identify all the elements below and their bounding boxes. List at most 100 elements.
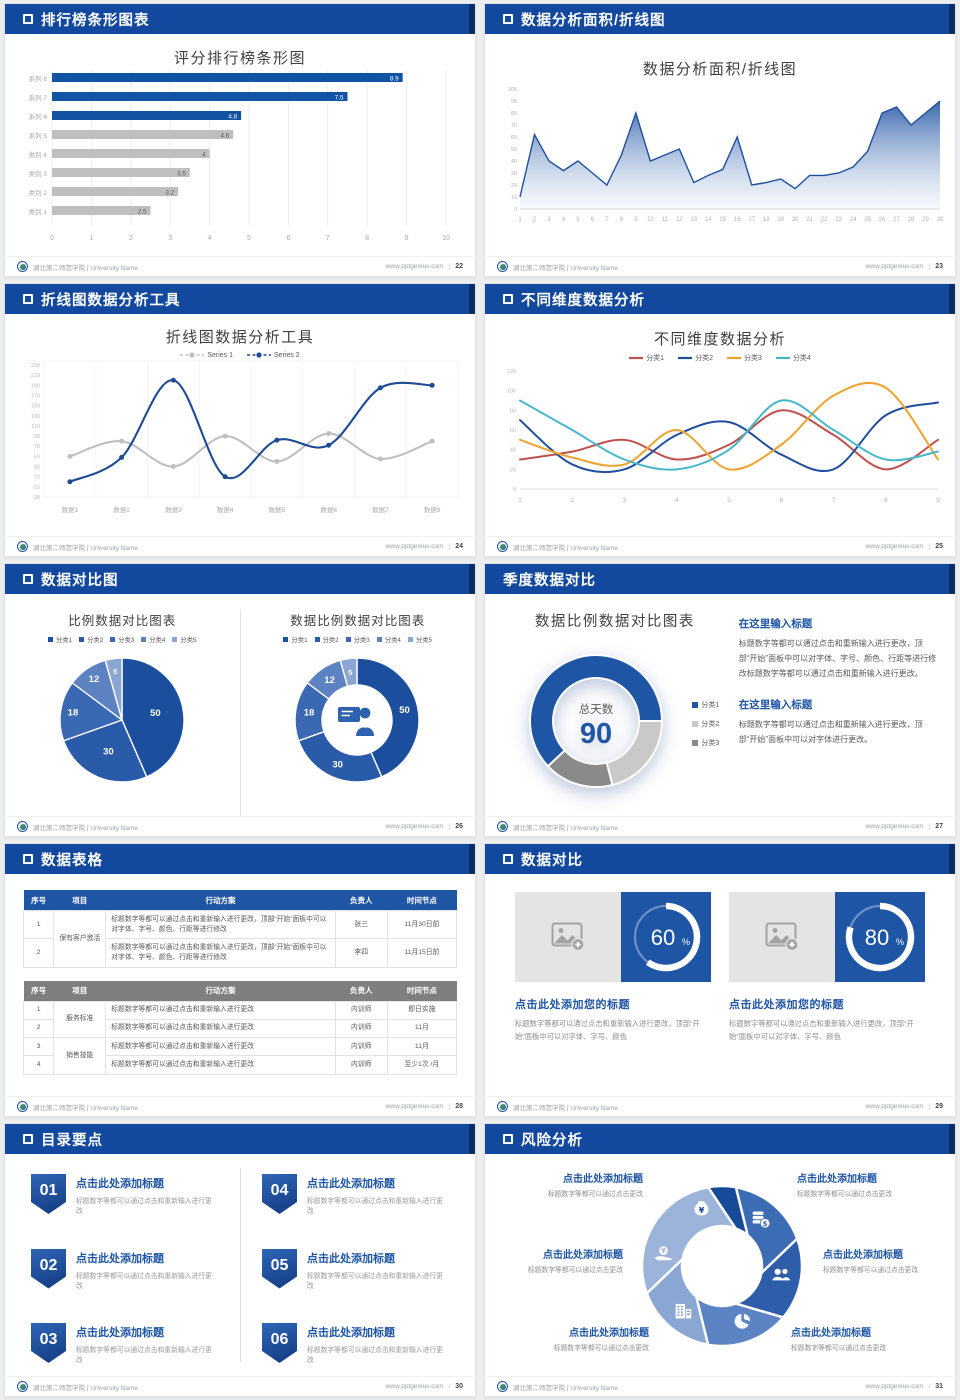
svg-text:190: 190 <box>31 383 40 389</box>
legend-item: 分类2 <box>314 635 339 644</box>
chart-title: 评分排行榜条形图 <box>173 50 306 67</box>
page-number: 27 <box>935 823 943 830</box>
footer-brand: 湖北第二师范学院 | University Name <box>513 264 618 272</box>
svg-text:数据1: 数据1 <box>62 505 79 514</box>
university-logo-icon <box>497 1101 508 1112</box>
svg-text:1: 1 <box>518 217 522 223</box>
two-series-line-svg: -30 -10 10 30 50 70 90 110 130 150 170 190 210 230 数据1… <box>31 360 459 514</box>
svg-text:29: 29 <box>922 217 929 223</box>
legend-marker-icon <box>110 637 116 642</box>
slide-footer: 湖北第二师范学院 | University Name www.pptgenius.… <box>485 536 955 556</box>
legend-item: Series 2 <box>247 351 300 359</box>
pinwheel-diagram-svg: ¥ $ ¥ <box>640 1184 804 1348</box>
chart-title: 数据比例数据对比图表 <box>534 614 695 630</box>
slide-header: 排行榜条形图表 <box>5 4 475 34</box>
add-image-icon <box>765 922 799 952</box>
svg-text:15: 15 <box>719 217 726 223</box>
svg-text:5: 5 <box>727 497 731 504</box>
svg-text:90: 90 <box>511 99 517 105</box>
footer-brand: 湖北第二师范学院 | University Name <box>513 544 618 552</box>
slide-header-title: 数据表格 <box>41 852 103 869</box>
table-row: 3 销售技能 标题数字等都可以通过点击和重新输入进行更改 内训师 11月 <box>22 1037 458 1075</box>
table-cell: 内训师 <box>334 1055 388 1075</box>
toc-item-body: 标题数字等都可以通过点击和重新输入进行更改 <box>307 1198 443 1215</box>
table-header-cell: 行动方案 <box>105 980 336 1002</box>
svg-text:22: 22 <box>821 217 828 223</box>
svg-text:14: 14 <box>705 217 712 223</box>
svg-text:18: 18 <box>67 708 78 719</box>
legend-item: 分类5 <box>172 635 197 644</box>
table-header-cell: 序号 <box>23 890 54 911</box>
svg-text:9: 9 <box>405 235 409 242</box>
progress-card: 80% 点击此处添加您的标题 标题数字等都可以通过点击和重新输入进行更改，顶部“开始… <box>729 892 925 1043</box>
slide-two-series-line-chart: 折线图数据分析工具 折线图数据分析工具 Series 1 Series 2 -30… <box>4 283 476 557</box>
table-cell: 李四 <box>334 938 388 968</box>
table-cell: 保有客户激活 <box>53 910 107 968</box>
svg-text:数据2: 数据2 <box>113 505 130 514</box>
legend-item: 分类3 <box>345 635 370 644</box>
svg-text:数据4: 数据4 <box>217 505 234 514</box>
chart-title: 数据比例数据对比图表 <box>290 614 426 628</box>
slide-area-line-chart: 数据分析面积/折线图 数据分析面积/折线图 0 10 20 30 40 50 60 70 80 9… <box>484 3 956 277</box>
table-header-cell: 负责人 <box>335 890 388 911</box>
slide-ranking-bar-chart: 排行榜条形图表 评分排行榜条形图 系列 8 8.9 系列 7 7.5 系列 6 4.8 系列… <box>4 3 476 277</box>
chart-title: 数据分析面积/折线图 <box>642 61 798 78</box>
risk-label: 点击此处添加标题 标题数字等都可以通过点击更改 <box>797 1170 949 1198</box>
svg-text:170: 170 <box>31 393 40 399</box>
risk-label-body: 标题数字等都可以通过点击更改 <box>791 1345 887 1352</box>
slide-header: 折线图数据分析工具 <box>5 284 475 314</box>
toc-item-body: 标题数字等都可以通过点击和重新输入进行更改 <box>76 1272 212 1290</box>
svg-text:数据7: 数据7 <box>372 505 389 514</box>
slide-footer: 湖北第二师范学院 | University Name www.pptgenius.… <box>5 536 475 556</box>
toc-number-badge: 03 <box>31 1323 66 1363</box>
toc-item[interactable]: 06 点击此处添加标题 标题数字等都可以通过点击和重新输入进行更改 <box>262 1323 449 1364</box>
svg-text:20: 20 <box>511 183 517 189</box>
legend-marker-icon <box>678 356 693 360</box>
svg-text:80: 80 <box>865 925 889 950</box>
card-body: 标题数字等都可以通过点击和重新输入进行更改，顶部“开始”面板中可以对字体、字号、… <box>515 1019 700 1042</box>
legend-item: 分类4 <box>775 353 811 363</box>
toc-item[interactable]: 05 点击此处添加标题 标题数字等都可以通过点击和重新输入进行更改 <box>262 1248 449 1290</box>
risk-diagram: ¥ $ ¥ 点击此处添加标题 标题数字等都可以通过点击更改 点击此处添加标题 标题数字等都可… <box>485 1154 955 1376</box>
table-header-cell: 时间节点 <box>387 890 457 911</box>
toc-item[interactable]: 04 点击此处添加标题 标题数字等都可以通过点击和重新输入进行更改 <box>262 1174 449 1215</box>
toc-item[interactable]: 02 点击此处添加标题 标题数字等都可以通过点击和重新输入进行更改 <box>31 1248 218 1290</box>
footer-site: www.pptgenius.com <box>865 263 924 270</box>
svg-text:$: $ <box>763 1220 768 1228</box>
risk-label-body: 标题数字等都可以通过点击更改 <box>547 1191 643 1198</box>
svg-text:%: % <box>682 937 690 947</box>
risk-label-heading: 点击此处添加标题 <box>791 1328 871 1339</box>
page-number: 28 <box>455 1103 463 1110</box>
toc-item-heading: 点击此处添加标题 <box>76 1178 164 1190</box>
header-edge <box>469 4 475 34</box>
footer-brand: 湖北第二师范学院 | University Name <box>33 264 138 272</box>
svg-text:110: 110 <box>31 424 40 430</box>
svg-text:230: 230 <box>31 363 40 369</box>
slide-header: 数据对比图 <box>5 564 475 594</box>
svg-text:4: 4 <box>562 217 566 223</box>
toc-item[interactable]: 03 点击此处添加标题 标题数字等都可以通过点击和重新输入进行更改 <box>31 1323 218 1364</box>
slide-footer: 湖北第二师范学院 | University Name www.pptgenius.… <box>5 1376 475 1396</box>
section-heading: 在这里输入标题 <box>738 699 813 712</box>
progress-card: 60% 点击此处添加您的标题 标题数字等都可以通过点击和重新输入进行更改，顶部“开始… <box>515 892 711 1043</box>
toc-item[interactable]: 01 点击此处添加标题 标题数字等都可以通过点击和重新输入进行更改 <box>31 1174 218 1215</box>
svg-text:16: 16 <box>734 217 741 223</box>
header-edge <box>949 564 955 594</box>
chart-legend: Series 1 Series 2 <box>5 351 475 359</box>
svg-text:3.2: 3.2 <box>165 190 174 197</box>
building-icon <box>675 1303 692 1319</box>
svg-text:20: 20 <box>510 467 516 473</box>
svg-text:6: 6 <box>286 235 290 242</box>
svg-text:0: 0 <box>514 207 517 213</box>
slide-header: 数据对比 <box>485 844 955 874</box>
slide-footer: 湖北第二师范学院 | University Name www.pptgenius.… <box>485 1096 955 1116</box>
svg-text:4.8: 4.8 <box>228 114 237 121</box>
svg-text:18: 18 <box>763 217 770 223</box>
slide-data-tables: 数据表格 序号 项目 行动方案 负责人 时间节点 1 保有客户激活 标题数字等都可以通过点击和… <box>4 843 476 1117</box>
legend-marker-icon <box>180 352 205 358</box>
toc-number-badge: 04 <box>262 1174 297 1214</box>
section-body: 标题数字等都可以通过点击和重新输入进行更改，顶部“开始”面板中可以对字体进行更改… <box>738 720 923 745</box>
table-header-cell: 行动方案 <box>105 890 336 911</box>
svg-text:130: 130 <box>31 414 40 420</box>
svg-text:23: 23 <box>835 217 842 223</box>
